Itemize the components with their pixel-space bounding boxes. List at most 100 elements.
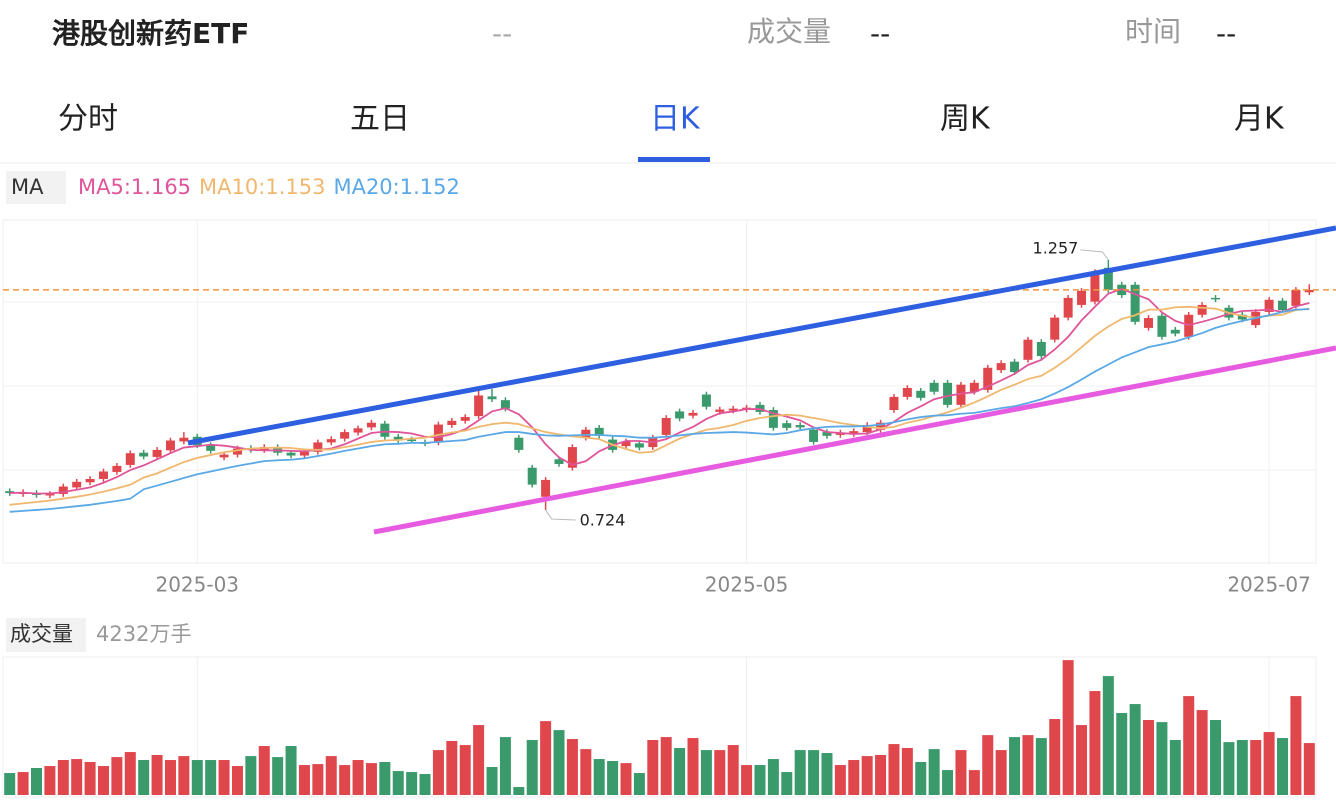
volume-bar <box>1116 713 1128 795</box>
tab[interactable]: 分时 <box>58 102 118 137</box>
candle-body <box>72 481 82 488</box>
legend-box <box>6 171 66 204</box>
volume-bar <box>1250 740 1262 795</box>
volume-bar <box>138 760 150 795</box>
volume-bar <box>942 770 954 795</box>
candle-body <box>299 451 309 456</box>
candle-body <box>929 382 939 392</box>
candle-body <box>326 439 336 443</box>
volume-bar <box>1143 720 1155 795</box>
volume-bar <box>1263 732 1275 795</box>
candle-body <box>715 409 725 412</box>
volume-bar <box>781 772 793 795</box>
volume-bar <box>513 787 525 795</box>
candle-body <box>1010 361 1020 373</box>
tab[interactable]: 五日 <box>350 102 410 137</box>
tab[interactable]: 月K <box>1234 102 1285 137</box>
volume-bar <box>901 747 913 795</box>
candle-body <box>407 439 417 442</box>
ma-line <box>9 308 1310 513</box>
legend: MA5:1.165 MA10:1.153 MA20:1.152 <box>78 175 460 199</box>
candle-body <box>675 411 685 419</box>
candle-body <box>969 382 979 392</box>
volume-bar <box>84 761 96 795</box>
volume-bar <box>1049 719 1061 795</box>
volume-bar <box>1089 691 1101 795</box>
volume-bar <box>848 760 860 795</box>
volume-bar <box>1183 696 1195 795</box>
volume-label: 成交量 <box>747 15 831 48</box>
volume-bar <box>754 765 766 795</box>
volume-bar <box>808 750 820 795</box>
candle-body <box>514 437 524 450</box>
candle-body <box>581 429 591 438</box>
volume-bar <box>218 760 230 795</box>
candle-body <box>809 429 819 442</box>
volume-bar <box>982 735 994 795</box>
candle-body <box>943 382 953 405</box>
volume-bar <box>1156 722 1168 795</box>
candle-body <box>1077 290 1087 305</box>
price: -- <box>492 17 512 50</box>
volume-bar <box>298 765 310 795</box>
volume-bar <box>968 770 980 795</box>
candle-body <box>152 449 162 457</box>
legend-entry: MA5:1.165 <box>78 175 191 199</box>
x-tick-label: 2025-03 <box>155 573 239 597</box>
candle-body <box>1170 329 1180 334</box>
volume-bar <box>1303 743 1315 795</box>
candle-body <box>447 420 457 426</box>
volume-bar <box>473 725 485 795</box>
candle-body <box>728 408 738 411</box>
volume-bar <box>727 745 739 795</box>
volume-bar <box>580 749 592 795</box>
candle-body <box>1036 341 1046 357</box>
candle-body <box>956 384 966 405</box>
legend-title: MA <box>11 175 44 199</box>
candle-body <box>1211 297 1221 300</box>
candle-body <box>380 423 390 437</box>
volume-bar <box>1223 742 1235 795</box>
candle-body <box>1304 289 1314 293</box>
candle-body <box>58 486 68 495</box>
candle-body <box>313 442 323 452</box>
trend-line <box>187 225 1336 446</box>
candle-body <box>996 363 1006 371</box>
volume-frame <box>2 656 1317 798</box>
volume-bar <box>633 773 645 795</box>
volume-bar <box>915 761 927 795</box>
volume-bar <box>1076 725 1088 795</box>
volume-bar <box>741 765 753 795</box>
candle-body <box>1237 314 1247 320</box>
volume-bar <box>1290 696 1302 795</box>
tab[interactable]: 日K <box>650 102 701 137</box>
volume-bar <box>660 737 672 795</box>
volume-bar <box>379 761 391 795</box>
candle-body <box>795 425 805 428</box>
candle-body <box>219 454 229 458</box>
volume-bar <box>17 772 29 795</box>
candle-body <box>567 447 577 468</box>
candle-body <box>862 425 872 433</box>
annotation-leader <box>545 509 576 521</box>
volume-bar <box>687 738 699 795</box>
volume-bar <box>178 756 190 795</box>
volume: -- <box>870 17 890 50</box>
volume-bar <box>419 774 431 795</box>
volume-bar <box>432 750 444 795</box>
volume-title: 成交量 <box>10 622 73 646</box>
volume-bar <box>566 739 578 795</box>
volume-bar <box>459 745 471 795</box>
candle-body <box>1157 315 1167 337</box>
volume-bar <box>4 773 16 795</box>
legend-entry: MA10:1.153 <box>199 175 325 199</box>
volume-title-box <box>6 618 86 652</box>
time-label: 时间 <box>1125 15 1181 48</box>
plot-frame <box>2 219 1317 564</box>
volume-bar <box>124 752 136 795</box>
volume-bar <box>821 753 833 795</box>
volume-bar <box>674 747 686 795</box>
volume-bar <box>312 764 324 795</box>
volume-bar <box>888 744 900 795</box>
tab[interactable]: 周K <box>940 102 991 137</box>
